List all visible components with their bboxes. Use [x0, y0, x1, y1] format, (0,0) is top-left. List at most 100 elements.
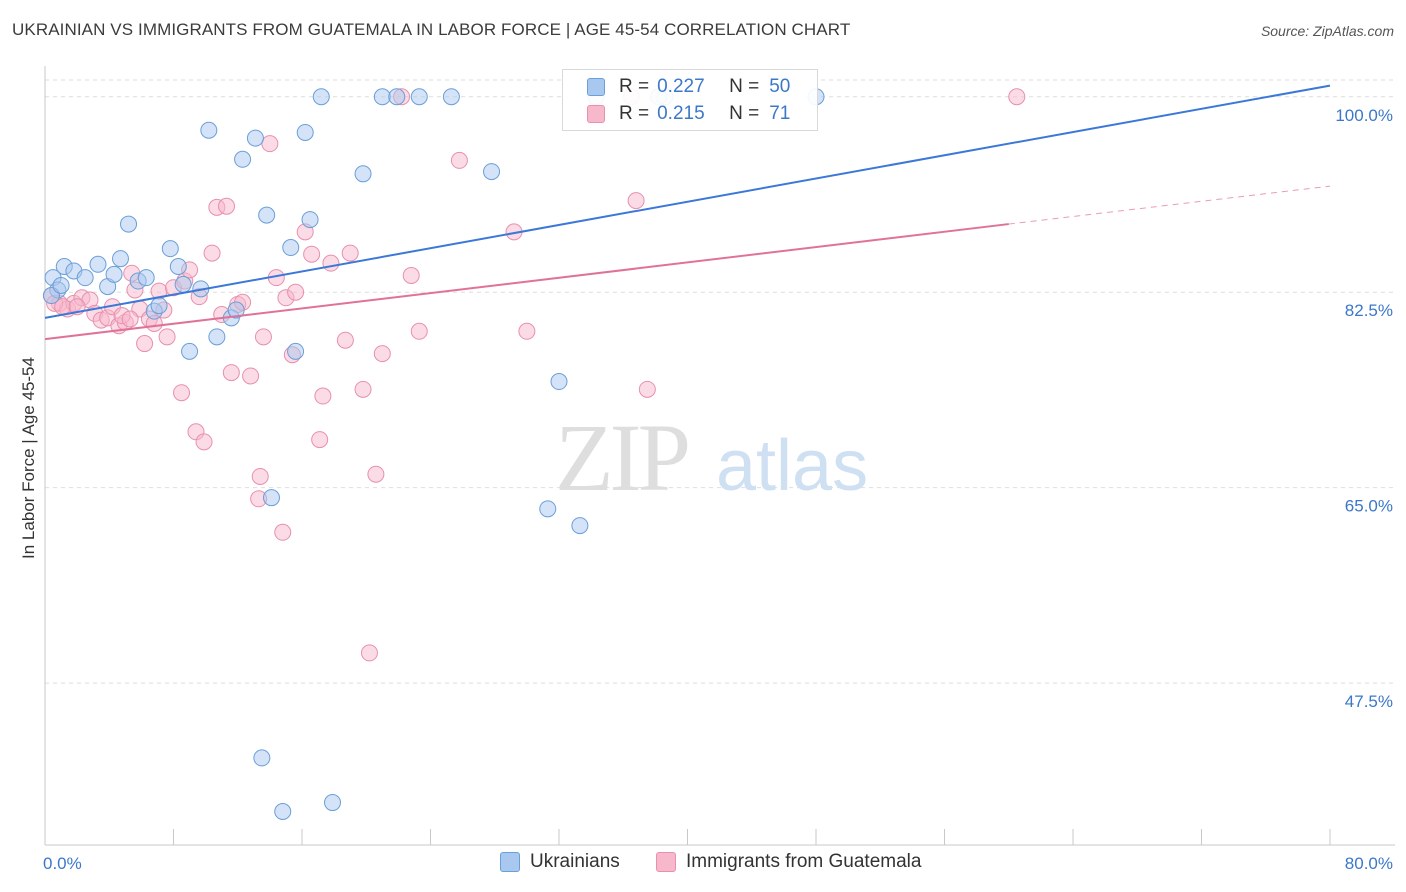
y-tick-label: 82.5%: [1345, 301, 1393, 320]
guatemala-point: [341, 244, 359, 262]
series-legend-label: Immigrants from Guatemala: [686, 851, 922, 872]
legend-row-guatemala: R = 0.215 N = 71: [587, 101, 790, 127]
y-tick-labels: 47.5% 65.0% 82.5% 100.0%: [1335, 106, 1393, 711]
guatemala-point: [314, 387, 332, 405]
guatemala-point: [322, 254, 340, 272]
guatemala-point: [218, 197, 236, 215]
guatemala-point: [251, 467, 269, 485]
guatemala-point: [373, 345, 391, 363]
ukrainian-point: [161, 240, 179, 258]
series-legend-label: Ukrainians: [530, 851, 620, 872]
ukrainian-point: [483, 163, 501, 181]
ukrainian-point: [150, 297, 168, 315]
legend-row-ukrainians: R = 0.227 N = 50: [587, 74, 790, 100]
guatemala-point: [311, 431, 329, 449]
guatemala-point: [638, 380, 656, 398]
ukrainian-trend-line: [44, 84, 1331, 319]
guatemala-point: [1008, 88, 1026, 106]
y-tick-label: 100.0%: [1335, 106, 1393, 125]
guatemala-point: [360, 644, 378, 662]
ukrainian-point: [120, 215, 138, 233]
ukrainian-point: [52, 276, 70, 294]
ukrainian-point: [301, 211, 319, 229]
guatemala-point: [136, 335, 154, 353]
guatemala-point: [287, 283, 305, 301]
trend-lines: [44, 84, 1331, 341]
ukrainian-point: [258, 206, 276, 224]
guatemala-point: [367, 465, 385, 483]
y-tick-label: 65.0%: [1345, 497, 1393, 516]
y-tick-label: 47.5%: [1345, 692, 1393, 711]
legend-r-label: R =: [619, 76, 650, 97]
watermark: ZIP atlas: [555, 404, 868, 511]
ukrainian-point: [174, 275, 192, 293]
ukrainian-point: [274, 802, 292, 820]
guatemala-point: [261, 135, 279, 153]
series-legend-guatemala[interactable]: Immigrants from Guatemala: [656, 851, 921, 873]
guatemala-point: [402, 266, 420, 284]
legend-n-value: 71: [769, 103, 791, 124]
ukrainian-point: [111, 250, 129, 268]
ukrainian-points: [42, 88, 825, 820]
guatemala-point: [121, 310, 139, 328]
guatemala-point: [158, 328, 176, 346]
ukrainian-point: [388, 88, 406, 106]
source-label: Source: ZipAtlas.com: [1260, 23, 1394, 39]
ukrainian-point: [181, 342, 199, 360]
guatemala-point: [254, 328, 272, 346]
guatemala-point: [242, 367, 260, 385]
axes: [44, 66, 1395, 846]
guatemala-point: [450, 151, 468, 169]
ukrainian-point: [105, 265, 123, 283]
legend-n-label: N =: [729, 76, 760, 97]
ukrainian-point: [354, 165, 372, 183]
series-swatch-ukrainians: [500, 852, 520, 872]
guatemala-point: [336, 331, 354, 349]
ukrainian-point: [571, 517, 589, 535]
ukrainian-point: [253, 749, 271, 767]
watermark-atlas: atlas: [716, 426, 868, 506]
legend-swatch-guatemala: [587, 105, 605, 123]
guatemala-point: [410, 322, 428, 340]
chart-title: UKRAINIAN VS IMMIGRANTS FROM GUATEMALA I…: [12, 20, 851, 39]
guatemala-point: [627, 192, 645, 210]
guatemala-point: [203, 244, 221, 262]
guatemala-point: [274, 523, 292, 541]
ukrainian-point: [76, 269, 94, 287]
watermark-zip: ZIP: [555, 404, 688, 511]
ukrainian-point: [89, 255, 107, 273]
legend-n-value: 50: [769, 76, 791, 97]
ukrainian-point: [262, 489, 280, 507]
legend-swatch-ukrainians: [587, 78, 605, 96]
ukrainian-point: [282, 239, 300, 257]
guatemala-points: [42, 88, 1026, 662]
ukrainian-point: [287, 342, 305, 360]
ukrainian-point: [296, 123, 314, 141]
legend-r-value: 0.227: [657, 76, 705, 97]
ukrainian-point: [208, 328, 226, 346]
guatemala-trend-extension: [1008, 185, 1331, 225]
guatemala-point: [354, 380, 372, 398]
series-legend: Ukrainians Immigrants from Guatemala: [0, 851, 1406, 879]
guatemala-point: [518, 322, 536, 340]
ukrainian-point: [442, 88, 460, 106]
y-axis-label: In Labor Force | Age 45-54: [19, 357, 38, 559]
x-tick-label: 80.0%: [1345, 854, 1393, 873]
ukrainian-point: [539, 500, 557, 518]
legend-n-label: N =: [729, 103, 760, 124]
ukrainian-point: [410, 88, 428, 106]
guatemala-trend-line: [44, 223, 1009, 341]
ukrainian-point: [227, 301, 245, 319]
ukrainian-point: [169, 258, 187, 276]
ukrainian-point: [312, 88, 330, 106]
guatemala-point: [303, 245, 321, 263]
legend-r-value: 0.215: [657, 103, 705, 124]
ukrainian-point: [137, 269, 155, 287]
correlation-legend: R = 0.227 N = 50 R = 0.215 N = 71: [562, 69, 818, 131]
ukrainian-point: [550, 373, 568, 391]
x-tick-labels: 0.0% 80.0%: [43, 854, 1393, 873]
ukrainian-point: [234, 150, 252, 168]
guatemala-point: [173, 384, 191, 402]
ukrainian-point: [200, 121, 218, 139]
series-legend-ukrainians[interactable]: Ukrainians: [500, 851, 620, 873]
